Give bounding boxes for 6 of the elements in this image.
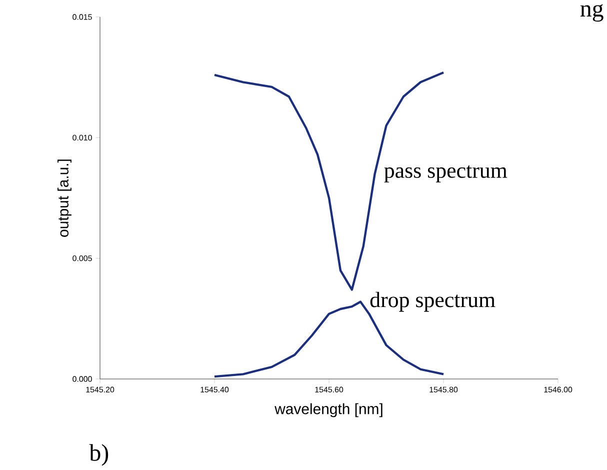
series-label: drop spectrum: [370, 292, 496, 312]
text: ng: [580, 4, 604, 22]
y-axis-title: output [a.u.]: [58, 160, 72, 237]
series-label: pass spectrum: [384, 165, 508, 182]
text: b): [89, 444, 108, 466]
x-axis-title: wavelength [nm]: [274, 403, 382, 418]
